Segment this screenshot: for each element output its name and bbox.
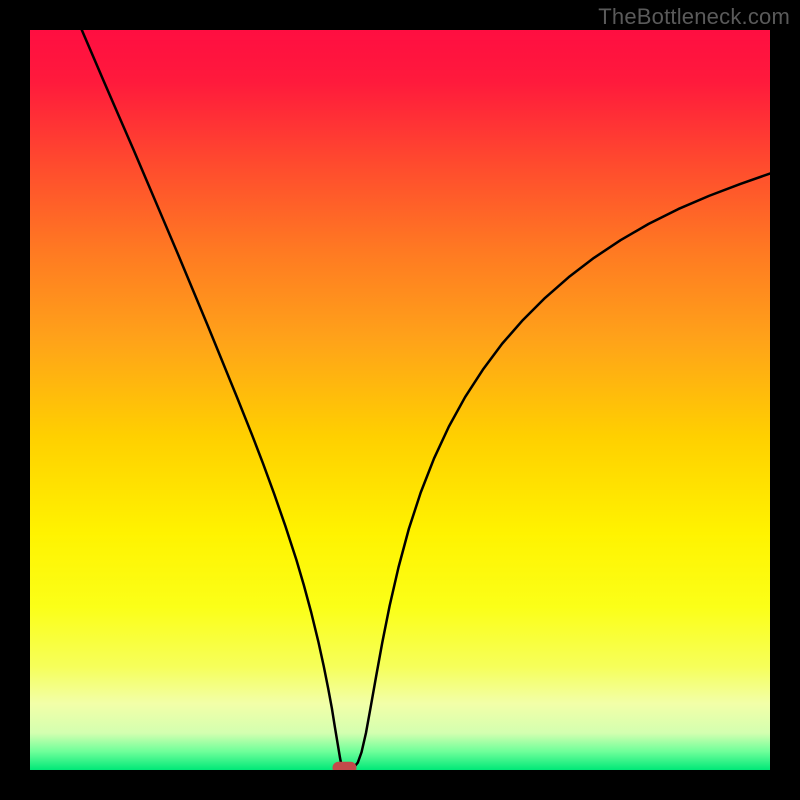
attribution-label: TheBottleneck.com <box>598 4 790 30</box>
chart-svg <box>30 30 770 770</box>
gradient-background <box>30 30 770 770</box>
plot-area <box>30 30 770 770</box>
chart-container: TheBottleneck.com <box>0 0 800 800</box>
optimal-marker <box>333 762 357 770</box>
